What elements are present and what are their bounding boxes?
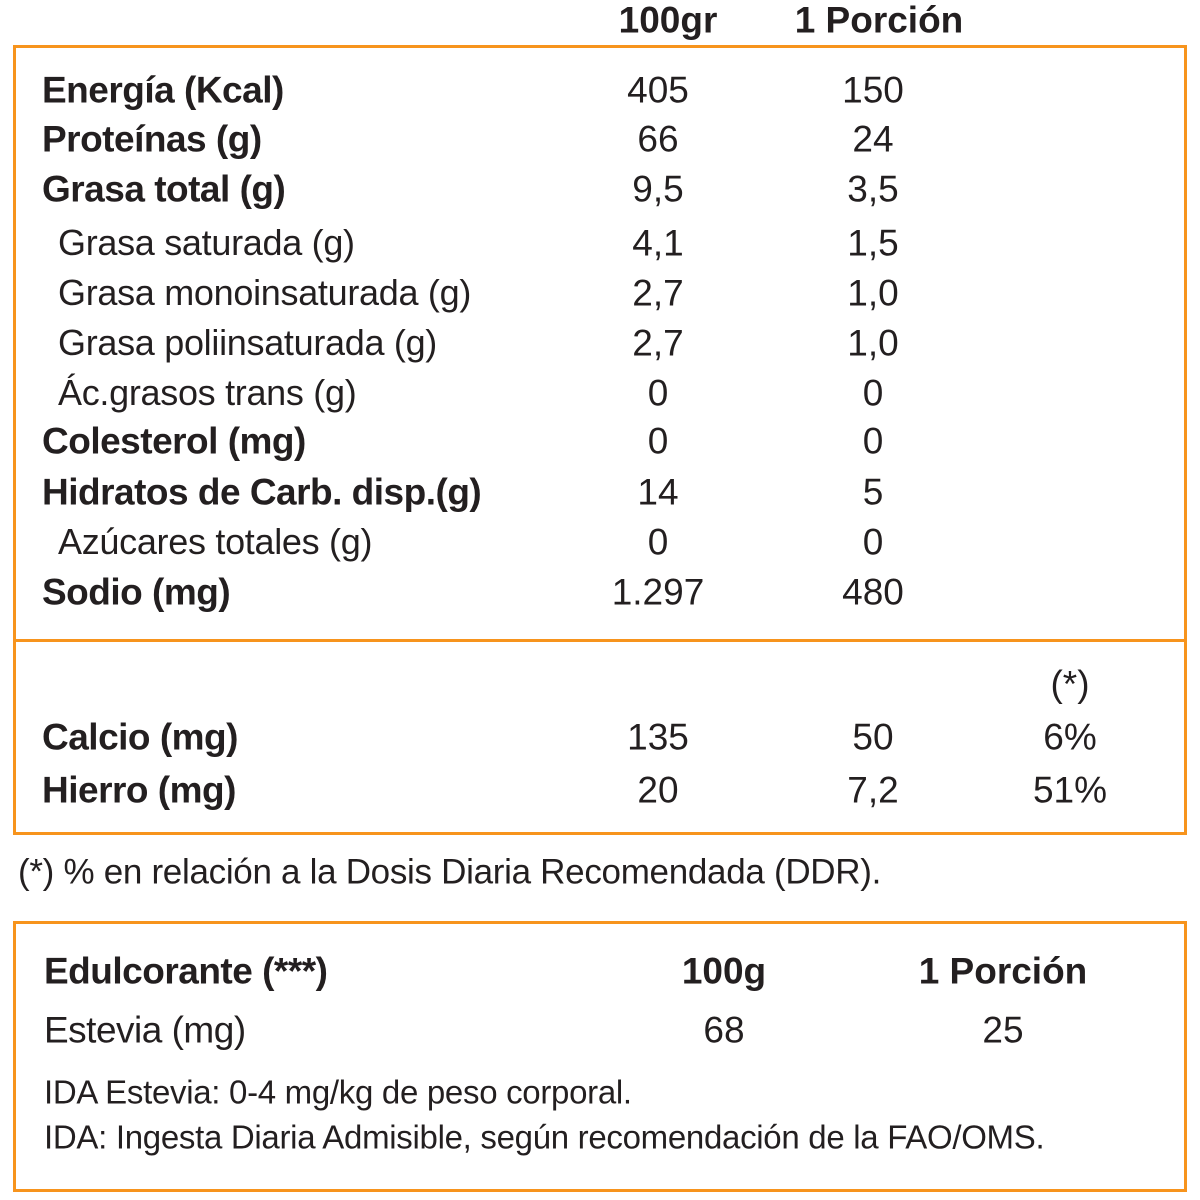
nutrient-label: Colesterol (mg) xyxy=(42,420,306,462)
nutrient-label: Sodio (mg) xyxy=(42,571,231,613)
nutrient-label: Grasa saturada (g) xyxy=(58,222,355,263)
value-100g: 4,1 xyxy=(632,222,684,264)
sweetener-header-100g: 100g xyxy=(681,950,767,992)
header-portion: 1 Porción xyxy=(794,0,964,41)
ddr-header: (*) xyxy=(1050,663,1090,705)
value-100g: 135 xyxy=(627,716,689,758)
value-100g: 0 xyxy=(647,521,669,563)
nutrition-table-box xyxy=(13,45,1187,835)
value-portion: 150 xyxy=(842,69,904,111)
sweetener-header-portion: 1 Porción xyxy=(918,950,1088,992)
value-100g: 0 xyxy=(647,420,669,462)
nutrient-label: Energía (Kcal) xyxy=(42,69,284,111)
sweetener-value-100g: 68 xyxy=(703,1009,745,1051)
section-divider xyxy=(13,639,1187,642)
value-ddr: 6% xyxy=(1043,716,1097,758)
value-100g: 1.297 xyxy=(611,571,705,613)
value-100g: 20 xyxy=(637,769,679,811)
value-ddr: 51% xyxy=(1032,769,1108,811)
nutrient-label: Azúcares totales (g) xyxy=(58,521,373,562)
sweetener-title: Edulcorante (***) xyxy=(44,950,328,992)
value-100g: 0 xyxy=(647,372,669,414)
header-100gr: 100gr xyxy=(618,0,718,41)
value-portion: 1,0 xyxy=(847,272,899,314)
value-portion: 50 xyxy=(852,716,894,758)
sweetener-value-portion: 25 xyxy=(982,1009,1024,1051)
value-100g: 405 xyxy=(627,69,689,111)
value-portion: 3,5 xyxy=(847,168,899,210)
value-portion: 0 xyxy=(862,521,884,563)
sweetener-label: Estevia (mg) xyxy=(44,1009,246,1051)
value-portion: 1,0 xyxy=(847,322,899,364)
sweetener-note: IDA Estevia: 0-4 mg/kg de peso corporal. xyxy=(44,1073,632,1111)
value-portion: 480 xyxy=(842,571,904,613)
value-100g: 14 xyxy=(637,471,679,513)
sweetener-note: IDA: Ingesta Diaria Admisible, según rec… xyxy=(44,1118,1045,1156)
nutrient-label: Ác.grasos trans (g) xyxy=(58,372,357,413)
value-portion: 7,2 xyxy=(847,769,899,811)
value-100g: 2,7 xyxy=(632,272,684,314)
mineral-label: Calcio (mg) xyxy=(42,716,238,758)
value-100g: 2,7 xyxy=(632,322,684,364)
value-portion: 0 xyxy=(862,372,884,414)
value-portion: 5 xyxy=(862,471,884,513)
value-portion: 24 xyxy=(852,118,894,160)
nutrient-label: Grasa poliinsaturada (g) xyxy=(58,322,437,363)
nutrient-label: Grasa monoinsaturada (g) xyxy=(58,272,472,313)
value-portion: 0 xyxy=(862,420,884,462)
nutrient-label: Hidratos de Carb. disp.(g) xyxy=(42,471,482,513)
mineral-label: Hierro (mg) xyxy=(42,769,236,811)
value-100g: 66 xyxy=(637,118,679,160)
value-100g: 9,5 xyxy=(632,168,684,210)
footnote: (*) % en relación a la Dosis Diaria Reco… xyxy=(18,852,882,892)
nutrient-label: Proteínas (g) xyxy=(42,118,262,160)
sweetener-table-box xyxy=(13,921,1187,1192)
nutrient-label: Grasa total (g) xyxy=(42,168,286,210)
value-portion: 1,5 xyxy=(847,222,899,264)
